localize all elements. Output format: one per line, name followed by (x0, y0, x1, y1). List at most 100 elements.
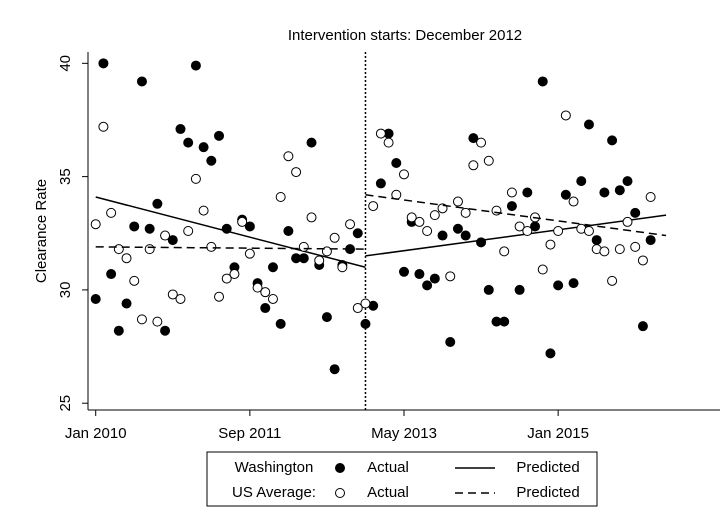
point (244, 248, 255, 259)
point (144, 244, 155, 255)
point (452, 196, 463, 207)
point (306, 137, 317, 148)
point (229, 269, 240, 280)
point (599, 187, 610, 198)
legend-box (206, 451, 598, 507)
point (591, 235, 602, 246)
point (291, 167, 302, 178)
y-tick-label: 35 (57, 168, 74, 185)
point (98, 121, 109, 132)
point (175, 293, 186, 304)
point (267, 262, 278, 273)
point (98, 58, 109, 69)
point (260, 287, 271, 298)
legend-marker (335, 463, 345, 473)
point (460, 207, 471, 218)
point (607, 275, 618, 286)
point (429, 273, 440, 284)
point (630, 207, 641, 218)
predicted-line (95, 196, 667, 268)
point (152, 316, 163, 327)
point (275, 192, 286, 203)
point (599, 246, 610, 257)
point (483, 284, 494, 295)
point (360, 298, 371, 309)
point (329, 364, 340, 375)
point (514, 284, 525, 295)
point (160, 325, 171, 336)
point (645, 192, 656, 203)
legend-marker (335, 488, 345, 498)
point (560, 189, 571, 200)
point (113, 244, 124, 255)
point (375, 178, 386, 189)
point (576, 176, 587, 187)
point (499, 246, 510, 257)
point (583, 119, 594, 130)
chart-title: Intervention starts: December 2012 (288, 27, 522, 44)
point (360, 318, 371, 329)
point (214, 130, 225, 141)
point (106, 269, 117, 280)
point (298, 241, 309, 252)
point (183, 137, 194, 148)
legend-group: US Average: (232, 484, 316, 501)
legend-label: Predicted (516, 459, 579, 476)
point (206, 155, 217, 166)
point (244, 221, 255, 232)
point (190, 173, 201, 184)
x-tick-label: May 2013 (371, 425, 437, 442)
point (506, 187, 517, 198)
point (298, 253, 309, 264)
point (129, 275, 140, 286)
point (614, 185, 625, 196)
point (375, 128, 386, 139)
point (167, 289, 178, 300)
point (637, 255, 648, 266)
point (90, 219, 101, 230)
point (368, 201, 379, 212)
point (275, 318, 286, 329)
point (637, 321, 648, 332)
point (306, 212, 317, 223)
legend-label: Predicted (516, 484, 579, 501)
point (491, 205, 502, 216)
point (414, 269, 425, 280)
point (206, 241, 217, 252)
point (136, 76, 147, 87)
point (237, 216, 248, 227)
point (422, 226, 433, 236)
point (645, 235, 656, 246)
point (144, 223, 155, 234)
point (121, 298, 132, 309)
legend: Washington Actual Predicted US Average: … (206, 451, 598, 507)
point (283, 151, 294, 162)
point (537, 264, 548, 275)
point (468, 160, 479, 171)
point (422, 280, 433, 291)
point (514, 221, 525, 232)
point (198, 142, 209, 153)
x-tick-label: Jan 2010 (65, 425, 127, 442)
point (452, 223, 463, 234)
point (406, 212, 417, 223)
point (321, 312, 332, 323)
x-tick-label: Jan 2015 (527, 425, 589, 442)
y-tick-label: 25 (57, 395, 74, 412)
point (252, 282, 263, 293)
point (399, 266, 409, 277)
point (113, 325, 124, 336)
point (221, 273, 232, 284)
point (106, 207, 117, 218)
point (214, 291, 225, 302)
point (506, 201, 517, 212)
legend-group: Washington (235, 459, 314, 476)
point (476, 137, 487, 148)
point (337, 262, 348, 273)
point (445, 271, 456, 282)
point (483, 155, 494, 166)
point (90, 293, 101, 304)
point (260, 303, 271, 314)
point (352, 303, 363, 314)
point (545, 239, 556, 250)
